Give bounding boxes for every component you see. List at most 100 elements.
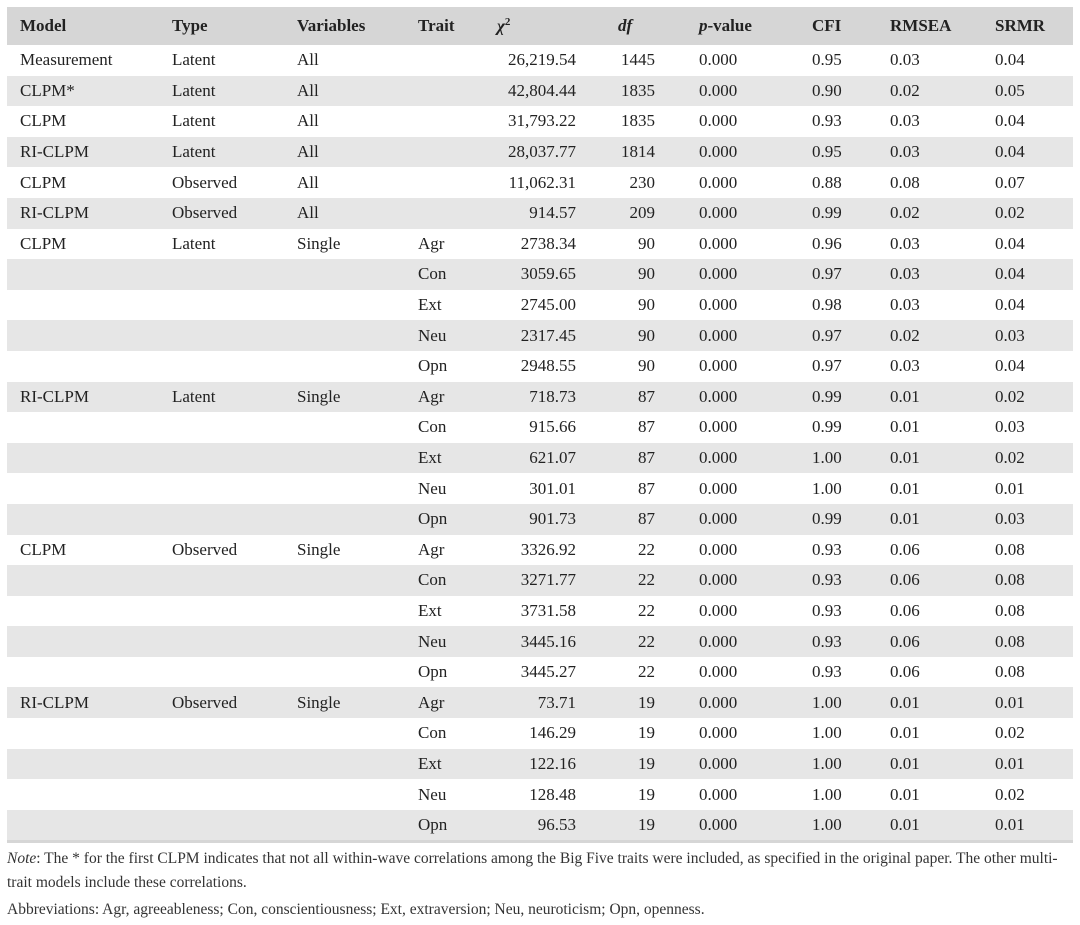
cell-df: 87 [585,503,665,535]
cell-cfi: 1.00 [812,723,842,743]
cell-df: 90 [638,295,655,315]
cell-model [7,351,165,382]
cell-df: 22 [585,626,665,657]
cell-srmr: 0.08 [988,626,1073,657]
cell-model [7,718,165,749]
table-row: Opn 3445.27 22 0.000 0.93 0.06 0.08 [7,657,1073,688]
cell-p-value: 0.000 [665,320,805,351]
cell-trait: Con [418,417,447,437]
cell-type [165,351,290,382]
cell-variables: All [290,75,411,107]
table-row: Con 3059.65 90 0.000 0.97 0.03 0.04 [7,259,1073,290]
cell-cfi: 0.93 [805,565,883,596]
cell-trait: Agr [411,381,490,413]
cell-model: CLPM [20,172,67,192]
table-row: Con 915.66 87 0.000 0.99 0.01 0.03 [7,412,1073,443]
cell-type [165,748,290,780]
cell-df: 19 [585,687,665,719]
cell-srmr: 0.04 [995,233,1025,253]
cell-chi-square: 3731.58 [520,600,576,620]
cell-type: Observed [172,539,238,559]
cell-srmr: 0.04 [988,259,1073,290]
cell-trait [411,197,490,229]
cell-type: Observed [172,172,238,192]
cell-variables [290,748,411,780]
table-row: Ext 122.16 19 0.000 1.00 0.01 0.01 [7,748,1073,780]
header-rmsea: RMSEA [883,7,988,45]
note-text: : The * for the first CLPM indicates tha… [7,850,1058,891]
cell-trait: Con [411,565,490,596]
cell-type [165,503,290,535]
cell-p-value: 0.000 [665,442,805,474]
cell-srmr: 0.03 [995,417,1025,437]
cell-p-value: 0.000 [699,539,738,559]
cell-variables [290,503,411,535]
cell-type: Observed [165,687,290,719]
cell-model: CLPM [20,233,67,253]
header-row: Model Type Variables Trait χ2 df p-value… [7,7,1073,45]
cell-cfi: 0.99 [805,503,883,535]
cell-variables [290,351,411,382]
table-row: Neu 3445.16 22 0.000 0.93 0.06 0.08 [7,626,1073,657]
cell-type [165,779,290,810]
cell-model [7,565,165,596]
cell-model: RI-CLPM [7,687,165,719]
cell-trait: Agr [418,539,445,559]
cell-p-value: 0.000 [665,197,805,229]
cell-trait: Ext [411,442,490,474]
cell-p-value: 0.000 [699,111,738,131]
cell-df: 1814 [585,136,665,168]
cell-srmr: 0.08 [995,539,1025,559]
cell-p-value: 0.000 [665,381,805,413]
cell-p-value: 0.000 [699,50,738,70]
cell-trait: Agr [418,233,445,253]
cell-trait [411,45,490,76]
cell-chi-square: 3271.77 [490,565,585,596]
cell-rmsea: 0.01 [883,809,988,844]
cell-chi-square: 914.57 [490,197,585,229]
cell-variables: All [297,111,319,131]
header-chi-square: χ2 [490,7,585,45]
table-row: Ext 621.07 87 0.000 1.00 0.01 0.02 [7,442,1073,474]
table-row: CLPM* Latent All 42,804.44 1835 0.000 0.90 0.02… [7,75,1073,107]
cell-rmsea: 0.08 [890,172,920,192]
cell-rmsea: 0.06 [890,539,920,559]
cell-type [165,718,290,749]
cell-chi-square: 28,037.77 [490,136,585,168]
cell-chi-square: 301.01 [529,478,576,498]
cell-srmr: 0.04 [995,295,1025,315]
cell-model: CLPM* [7,75,165,107]
cell-df: 1835 [621,111,655,131]
cell-variables: All [290,136,411,168]
cell-variables: Single [297,539,341,559]
cell-chi-square: 2948.55 [520,356,576,376]
cell-chi-square: 915.66 [529,417,576,437]
cell-trait [411,167,490,198]
cell-rmsea: 0.01 [890,723,920,743]
cell-trait: Opn [418,662,448,682]
cell-p-value: 0.000 [665,503,805,535]
cell-chi-square: 31,793.22 [508,111,576,131]
cell-type: Latent [172,111,216,131]
table-row: CLPM Latent Single Agr 2738.34 90 0.000 0.96 0.0… [7,229,1073,260]
cell-rmsea: 0.01 [883,442,988,474]
table-row: CLPM Observed Single Agr 3326.92 22 0.000 0.93 0… [7,535,1073,566]
header-variables: Variables [290,7,411,45]
cell-rmsea: 0.01 [883,748,988,780]
header-srmr: SRMR [988,7,1073,45]
cell-chi-square: 3326.92 [520,539,576,559]
cell-chi-square: 3445.16 [490,626,585,657]
cell-type [165,565,290,596]
cell-p-value: 0.000 [699,478,738,498]
cell-srmr: 0.08 [988,565,1073,596]
cell-p-value: 0.000 [665,626,805,657]
cell-df: 22 [585,565,665,596]
cell-df: 1835 [585,75,665,107]
cell-rmsea: 0.01 [883,381,988,413]
cell-trait: Ext [418,295,442,315]
cell-chi-square: 3445.27 [520,662,576,682]
cell-rmsea: 0.06 [883,565,988,596]
cell-chi-square: 621.07 [490,442,585,474]
header-p-rest: -value [707,16,752,35]
table-row: Opn 2948.55 90 0.000 0.97 0.03 0.04 [7,351,1073,382]
